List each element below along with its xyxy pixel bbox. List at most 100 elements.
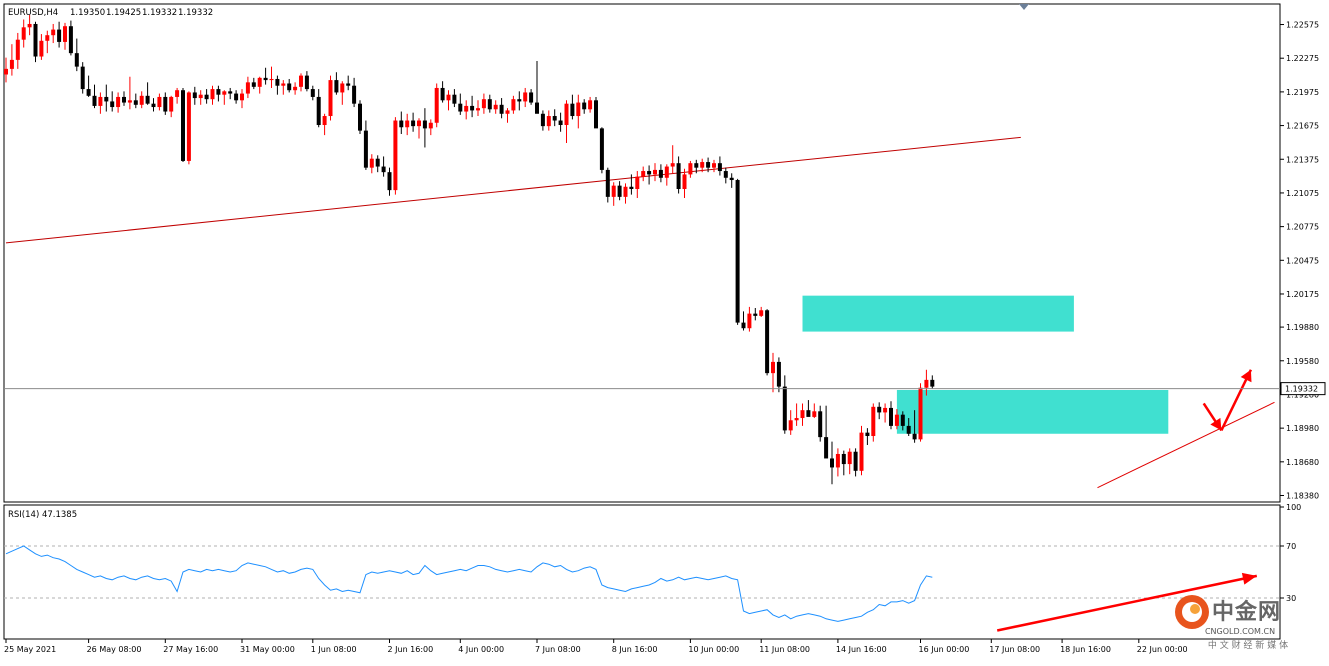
ohlc-low: 1.19332 [142,8,177,18]
price-tick-label: 1.21375 [1286,155,1319,164]
candle-body [222,91,227,95]
candle-body [358,103,362,131]
candle-body [847,451,852,465]
candle-body [328,80,333,117]
candle-body [511,99,516,111]
candle-body [422,120,427,129]
candle-body [582,102,587,110]
candle-body [80,66,85,90]
candle-body [664,166,669,178]
candle-body [487,99,492,110]
candle-body [841,453,846,465]
candle-body [240,93,244,101]
candle-body [133,100,138,105]
candle-body [464,105,469,112]
candle-body [794,418,799,421]
candle-body [617,185,622,197]
time-tick-label: 16 Jun 00:00 [919,645,970,654]
candle-body [470,105,475,111]
candle-body [924,379,929,388]
candle-body [417,120,421,127]
candle-body [576,102,581,117]
chart-shift-marker[interactable] [1019,4,1029,10]
candle-body [800,410,805,419]
candle-body [86,89,91,96]
candle-body [599,128,604,170]
candle-body [771,361,775,374]
candle-body [806,410,811,417]
candle-body [293,86,298,91]
candle-body [369,158,374,168]
candle-body [871,406,876,437]
candle-body [15,39,20,60]
time-tick-label: 25 May 2021 [4,645,56,654]
candle-body [216,89,221,95]
candle-body [245,82,250,94]
candle-body [594,100,598,129]
support-resistance-zone [896,389,1169,434]
candle-body [381,166,386,173]
candle-body [322,116,327,126]
candle-body [116,96,121,108]
candle-body [63,26,67,42]
trendline [1097,401,1275,489]
rsi-panel [3,504,1281,640]
candle-body [269,78,274,81]
time-axis: 25 May 2021 26 May 08:00 27 May 16:00 31 Ma… [4,639,1188,654]
candle-body [653,169,657,175]
candle-body [635,176,640,190]
candle-body [310,89,315,97]
candle-body [334,80,339,93]
candle-body [33,23,38,57]
candle-body [918,387,923,440]
candle-body [741,322,746,329]
rsi-layer: 100 70 30 [4,503,1301,632]
candle-body [865,432,870,437]
candle-body [163,96,168,112]
candle-body [824,437,829,459]
candle-body [452,94,457,104]
candle-body [546,116,551,127]
rsi-tick-label: 100 [1286,503,1301,512]
candle-body [641,171,646,177]
time-tick-label: 27 May 16:00 [163,645,218,654]
candle-body [723,171,728,178]
annotation-arrow-head [1240,369,1252,383]
price-tick-label: 1.22575 [1286,21,1319,30]
candle-body [859,432,864,471]
time-tick-label: 10 Jun 00:00 [688,645,739,654]
candle-body [458,103,463,112]
watermark-tagline: 中 文 财 经 新 媒 体 [1208,639,1288,651]
candle-body [92,95,97,106]
candle-body [906,425,911,434]
watermark-logo: 中金网 CNGOLD.COM.CN 中 文 财 经 新 媒 体 [1175,595,1288,651]
candle-body [4,68,8,75]
candle-body [877,406,882,413]
candle-body [812,411,817,417]
candle-body [27,23,32,28]
candle-body [623,186,628,197]
ohlc-close: 1.19332 [178,8,213,18]
candle-body [853,451,858,471]
candle-body [753,313,758,316]
rsi-tick-label: 30 [1286,594,1296,603]
candle-body [499,104,504,114]
candle-body [717,163,722,172]
rsi-line [5,545,933,622]
candle-body [818,411,823,438]
candle-body [316,96,321,126]
annotation-arrow-head [1210,417,1222,431]
candle-body [523,92,528,102]
candle-body [558,120,563,126]
candle-body [375,158,380,167]
candle-body [181,90,185,161]
candle-body [889,407,893,426]
candle-body [759,310,764,316]
candle-body [706,162,711,168]
candle-body [263,77,268,81]
trendline [5,136,1021,244]
candle-body [481,99,486,109]
candle-body [912,433,917,440]
candle-body [399,120,404,128]
